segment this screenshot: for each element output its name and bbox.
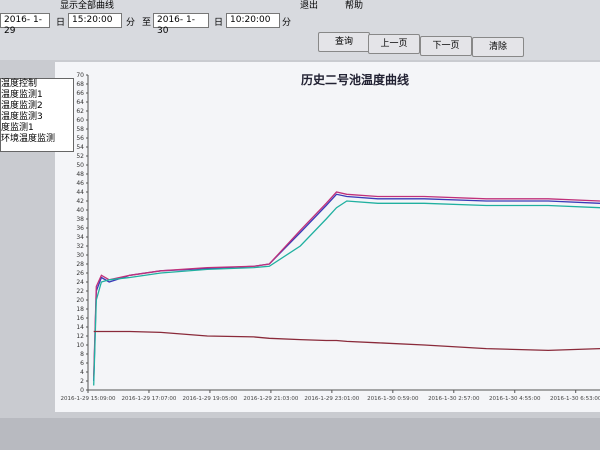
y-tick-label: 68 [76,81,84,88]
y-tick-label: 14 [76,324,84,331]
y-tick-label: 42 [76,198,84,205]
y-tick-label: 30 [76,252,84,259]
time-input[interactable]: 10:20:00 [226,13,280,28]
label: 分 [282,18,292,28]
x-tick-label: 2016-1-29 15:09:00 [61,396,116,402]
y-tick-label: 16 [76,315,84,322]
series-line [93,200,600,386]
next-button[interactable]: 下一页 [420,36,472,56]
y-tick-label: 56 [76,135,84,142]
y-tick-label: 6 [80,360,84,367]
y-tick-label: 32 [76,243,84,250]
y-tick-label: 58 [76,126,84,133]
x-tick-label: 2016-1-30 6:53:00 [550,396,600,402]
prev-button[interactable]: 上一页 [368,34,420,54]
label: 日 [214,18,224,28]
chart-bg [55,62,600,412]
legend-item[interactable]: 温度监测2 [1,101,43,111]
series-line [93,330,600,352]
legend-item[interactable]: 温度监测3 [1,112,43,122]
y-tick-label: 20 [76,297,84,304]
y-tick-label: 38 [76,216,84,223]
y-tick-label: 18 [76,306,84,313]
chart: 历史二号池温度曲线 024681012141618202224262830323… [55,62,600,412]
x-tick-label: 2016-1-30 4:55:00 [489,396,541,402]
y-tick-label: 4 [80,369,84,376]
y-tick-label: 46 [76,180,84,187]
y-tick-label: 60 [76,117,84,124]
status-bar [0,418,600,450]
legend-item[interactable]: 温度监测1 [1,90,43,100]
x-tick-label: 2016-1-29 17:07:00 [122,396,177,402]
y-tick-label: 40 [76,207,84,214]
y-tick-label: 2 [80,378,84,385]
y-tick-label: 26 [76,270,84,277]
checkbox-label[interactable]: 显示全部曲线 [60,1,115,11]
y-tick-label: 8 [80,351,84,358]
query-button[interactable]: 查询 [318,32,370,52]
legend-item[interactable]: 环境温度监测 [1,134,56,144]
time-input[interactable]: 15:20:00 [68,13,122,28]
y-tick-label: 50 [76,162,84,169]
label: 分 [126,18,136,28]
y-tick-label: 54 [76,144,84,151]
y-tick-label: 22 [76,288,84,295]
series-line [93,191,600,377]
menu-item[interactable]: 帮助 [345,1,364,11]
y-tick-label: 28 [76,261,84,268]
legend: 温度控制 温度监测1 温度监测2 温度监测3 度监测1 环境温度监测 [0,78,74,152]
legend-item[interactable]: 温度控制 [1,79,38,89]
y-tick-label: 70 [76,72,84,79]
label: 至 [142,18,152,28]
x-tick-label: 2016-1-30 0:59:00 [367,396,419,402]
y-tick-label: 64 [76,99,84,106]
y-tick-label: 24 [76,279,84,286]
y-tick-label: 52 [76,153,84,160]
series-line [93,193,600,382]
date-input[interactable]: 2016- 1-30 [153,13,209,36]
y-tick-label: 34 [76,234,84,241]
y-tick-label: 10 [76,342,84,349]
x-tick-label: 2016-1-30 2:57:00 [428,396,480,402]
y-tick-label: 12 [76,333,84,340]
label: 日 [56,18,66,28]
y-tick-label: 36 [76,225,84,232]
y-tick-label: 62 [76,108,84,115]
x-tick-label: 2016-1-29 21:03:00 [243,396,298,402]
legend-item[interactable]: 度监测1 [1,123,34,133]
date-input[interactable]: 2016- 1-29 [0,13,50,36]
clear-button[interactable]: 清除 [472,37,524,57]
x-tick-label: 2016-1-29 19:05:00 [182,396,237,402]
chart-title: 历史二号池温度曲线 [301,72,409,87]
menu-item[interactable]: 退出 [300,1,319,11]
y-tick-label: 48 [76,171,84,178]
y-tick-label: 66 [76,90,84,97]
y-tick-label: 0 [80,387,84,394]
y-tick-label: 44 [76,189,84,196]
x-tick-label: 2016-1-29 23:01:00 [304,396,359,402]
